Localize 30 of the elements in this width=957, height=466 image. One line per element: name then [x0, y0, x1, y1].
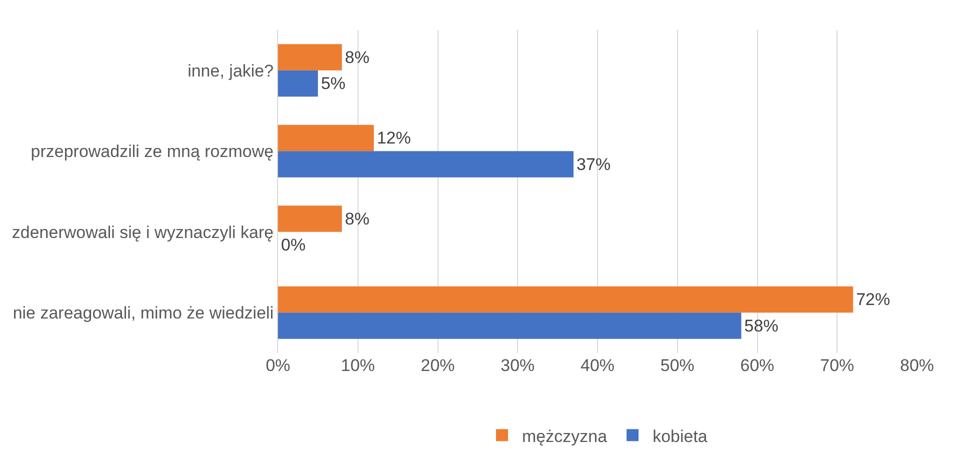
x-tick-label: 30%: [500, 356, 535, 375]
data-label: 72%: [856, 290, 890, 310]
legend-label: mężczyzna: [522, 426, 608, 446]
data-label: 37%: [576, 154, 611, 174]
y-tick-label: inne, jakie?: [188, 61, 274, 80]
bar: [278, 44, 342, 70]
y-tick-label: zdenerwowali się i wyznaczyli karę: [12, 222, 274, 242]
data-label: 12%: [376, 128, 411, 148]
data-label: 8%: [344, 209, 370, 228]
bar: [278, 124, 374, 152]
y-tick-label: przeprowadzili ze mną rozmowę: [30, 142, 274, 162]
bar: [278, 70, 318, 97]
bar: [278, 312, 742, 339]
bar: [278, 286, 854, 313]
x-tick-label: 60%: [740, 356, 774, 375]
y-tick-label: nie zareagowali, mimo że wiedzieli: [12, 304, 274, 323]
data-label: 0%: [281, 236, 306, 254]
data-label: 5%: [320, 74, 346, 93]
x-tick-label: 0%: [266, 356, 290, 375]
x-tick-label: 20%: [420, 356, 455, 375]
legend-label: kobieta: [652, 426, 708, 446]
bar: [278, 206, 342, 232]
x-tick-label: 80%: [900, 356, 934, 375]
data-label: 8%: [344, 48, 370, 67]
bar: [278, 151, 574, 178]
x-tick-label: 10%: [340, 356, 375, 375]
data-label: 58%: [744, 316, 778, 336]
x-tick-label: 70%: [820, 356, 854, 375]
x-tick-label: 50%: [660, 356, 694, 375]
x-tick-label: 40%: [580, 356, 615, 375]
